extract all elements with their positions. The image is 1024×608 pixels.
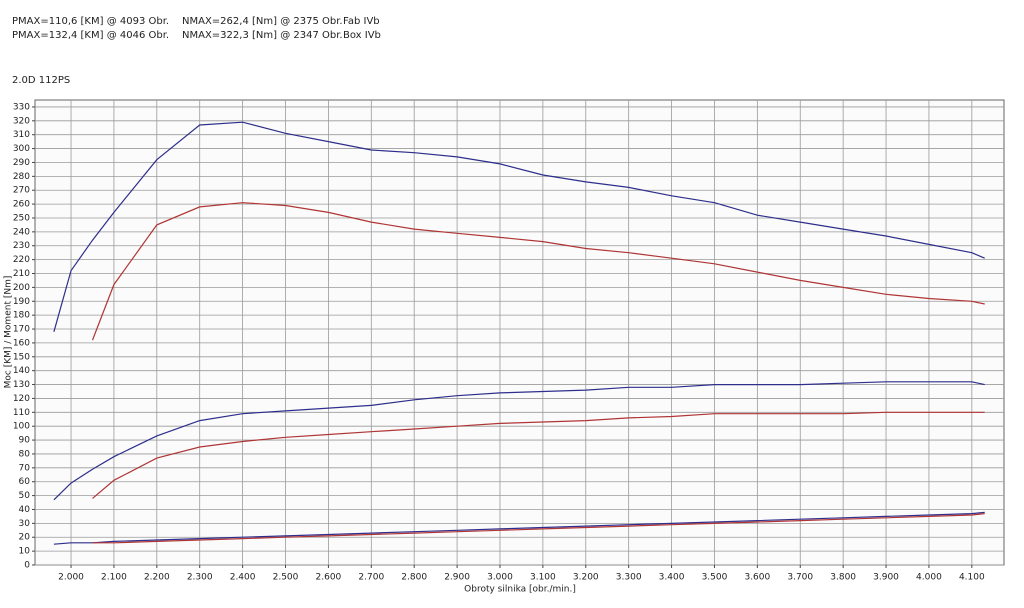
series-line <box>53 511 985 545</box>
x-tick-label: 2.600 <box>316 573 342 583</box>
x-tick-label: 2.900 <box>444 573 470 583</box>
y-tick-label: 290 <box>13 158 30 168</box>
y-tick-label: 240 <box>13 227 30 237</box>
y-tick-label: 10 <box>19 547 31 557</box>
x-tick-label: 2.200 <box>144 573 170 583</box>
x-tick-label: 2.100 <box>101 573 127 583</box>
x-tick-label: 3.700 <box>787 573 813 583</box>
x-tick-label: 3.000 <box>487 573 513 583</box>
y-tick-label: 270 <box>13 186 30 196</box>
series-line <box>91 202 985 341</box>
header-text: NMAX=322,3 [Nm] @ 2347 Obr. <box>182 30 343 41</box>
y-tick-label: 320 <box>13 116 30 126</box>
y-tick-label: 50 <box>19 491 31 501</box>
y-tick-label: 330 <box>13 102 30 112</box>
y-tick-label: 40 <box>19 505 31 515</box>
y-tick-label: 130 <box>13 380 30 390</box>
y-tick-label: 20 <box>19 533 31 543</box>
y-tick-label: 100 <box>13 422 30 432</box>
y-tick-label: 220 <box>13 255 30 265</box>
y-tick-label: 180 <box>13 311 30 321</box>
y-tick-label: 190 <box>13 297 30 307</box>
y-tick-label: 0 <box>24 561 30 571</box>
y-tick-label: 30 <box>19 519 31 529</box>
y-tick-label: 250 <box>13 213 30 223</box>
x-tick-label: 2.800 <box>401 573 427 583</box>
y-tick-label: 110 <box>13 408 30 418</box>
x-tick-label: 2.700 <box>358 573 384 583</box>
y-tick-label: 120 <box>13 394 30 404</box>
y-tick-label: 230 <box>13 241 30 251</box>
y-tick-label: 280 <box>13 172 30 182</box>
y-tick-label: 170 <box>13 325 30 335</box>
x-tick-label: 4.000 <box>916 573 942 583</box>
y-tick-label: 210 <box>13 269 30 279</box>
y-tick-label: 260 <box>13 200 30 210</box>
x-tick-label: 4.100 <box>959 573 985 583</box>
x-tick-label: 3.300 <box>616 573 642 583</box>
x-tick-label: 2.500 <box>273 573 299 583</box>
series-line <box>53 381 985 501</box>
y-tick-label: 90 <box>19 436 31 446</box>
x-tick-label: 3.900 <box>873 573 899 583</box>
header-text: Fab IVb <box>343 16 380 27</box>
series-line <box>92 513 985 544</box>
y-tick-label: 80 <box>19 449 31 459</box>
header-text: PMAX=132,4 [KM] @ 4046 Obr. <box>12 30 169 41</box>
y-tick-label: 60 <box>19 477 31 487</box>
series-line <box>92 411 985 499</box>
x-tick-label: 2.300 <box>187 573 213 583</box>
y-axis-label: Moc [KM] / Moment [Nm] <box>4 276 14 389</box>
y-tick-label: 150 <box>13 352 30 362</box>
y-tick-label: 160 <box>13 338 30 348</box>
series-line <box>53 121 985 332</box>
x-tick-label: 3.100 <box>530 573 556 583</box>
x-tick-label: 3.500 <box>702 573 728 583</box>
x-axis-label: Obroty silnika [obr./min.] <box>464 585 576 595</box>
header-text: Box IVb <box>343 30 381 41</box>
plot-area <box>34 99 1005 566</box>
x-tick-label: 3.200 <box>573 573 599 583</box>
y-tick-label: 70 <box>19 463 31 473</box>
x-tick-label: 3.800 <box>830 573 856 583</box>
x-tick-label: 3.600 <box>744 573 770 583</box>
y-tick-label: 200 <box>13 283 30 293</box>
y-tick-label: 140 <box>13 366 30 376</box>
header-text: NMAX=262,4 [Nm] @ 2375 Obr. <box>182 16 343 27</box>
subtitle: 2.0D 112PS <box>12 75 70 86</box>
x-tick-label: 2.000 <box>58 573 84 583</box>
header-text: PMAX=110,6 [KM] @ 4093 Obr. <box>12 16 169 27</box>
y-tick-label: 300 <box>13 144 30 154</box>
y-tick-label: 310 <box>13 130 30 140</box>
x-tick-label: 3.400 <box>659 573 685 583</box>
x-tick-label: 2.400 <box>230 573 256 583</box>
